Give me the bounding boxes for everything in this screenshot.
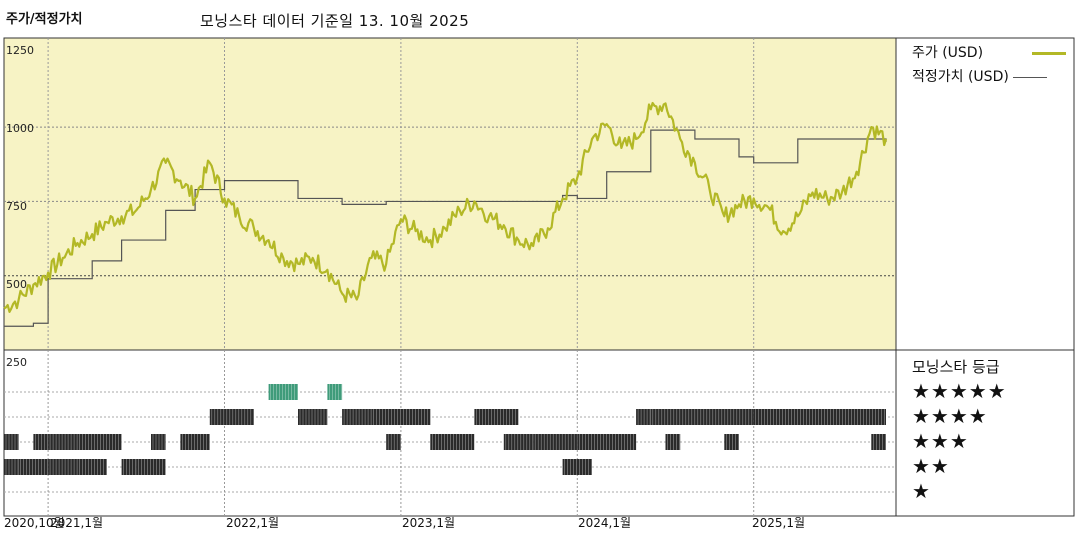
x-tick-2021-01: 2021,1월 — [50, 516, 104, 530]
rating-bar-4-6 — [650, 409, 754, 425]
rating-bar-3-8 — [503, 434, 534, 450]
rating-bar-2-1 — [18, 459, 49, 475]
y-tick-250: 250 — [6, 356, 27, 369]
rating-bar-4-2 — [342, 409, 372, 425]
rating-bar-4-7 — [753, 409, 886, 425]
x-tick-2023-01: 2023,1월 — [402, 516, 456, 530]
rating-bar-3-3 — [77, 434, 122, 450]
x-tick-2024-01: 2024,1월 — [578, 516, 632, 530]
y-tick-500: 500 — [6, 278, 27, 291]
rating-bar-2-3 — [77, 459, 107, 475]
data-date-caption: 모닝스타 데이터 기준일 13. 10월 2025 — [200, 12, 470, 30]
x-tick-2025-01: 2025,1월 — [752, 516, 806, 530]
star-row-4: ★★★★ — [912, 404, 988, 428]
rating-bar-2-6 — [562, 459, 592, 475]
rating-bar-4-0 — [209, 409, 254, 425]
rating-bar-3-7 — [430, 434, 475, 450]
legend-price-label: 주가 (USD) — [912, 45, 984, 61]
legend-price: 주가 (USD) — [912, 42, 1066, 62]
x-tick-2020-10: 2020,10월 — [4, 516, 65, 530]
rating-bar-4-1 — [298, 409, 328, 425]
legend-fair-swatch — [1013, 76, 1048, 78]
rating-bar-2-2 — [48, 459, 78, 475]
rating-bar-5-0 — [268, 384, 298, 400]
star-row-1: ★ — [912, 479, 931, 503]
chart-title-left: 주가/적정가치 — [6, 12, 83, 27]
y-tick-1250: 1250 — [6, 44, 34, 57]
x-tick-2022-01: 2022,1월 — [226, 516, 280, 530]
rating-bar-3-5 — [180, 434, 210, 450]
rating-bar-4-4 — [474, 409, 519, 425]
y-tick-750: 750 — [6, 200, 27, 213]
star-row-5: ★★★★★ — [912, 379, 1007, 403]
legend-fair-label: 적정가치 (USD) — [912, 69, 1009, 85]
legend-fair: 적정가치 (USD) — [912, 66, 1048, 86]
rating-bar-2-5 — [136, 459, 166, 475]
legend-price-swatch — [1031, 51, 1066, 55]
star-row-2: ★★ — [912, 454, 950, 478]
star-row-3: ★★★ — [912, 429, 969, 453]
price-panel-bg — [4, 38, 896, 350]
rating-title: 모닝스타 등급 — [912, 358, 1000, 376]
price-line — [3, 101, 888, 313]
chart-frame — [3, 37, 1075, 517]
fair-value-line — [4, 129, 887, 327]
rating-bar-3-9 — [533, 434, 578, 450]
rating-bar-3-2 — [48, 434, 78, 450]
y-tick-1000: 1000 — [6, 122, 34, 135]
